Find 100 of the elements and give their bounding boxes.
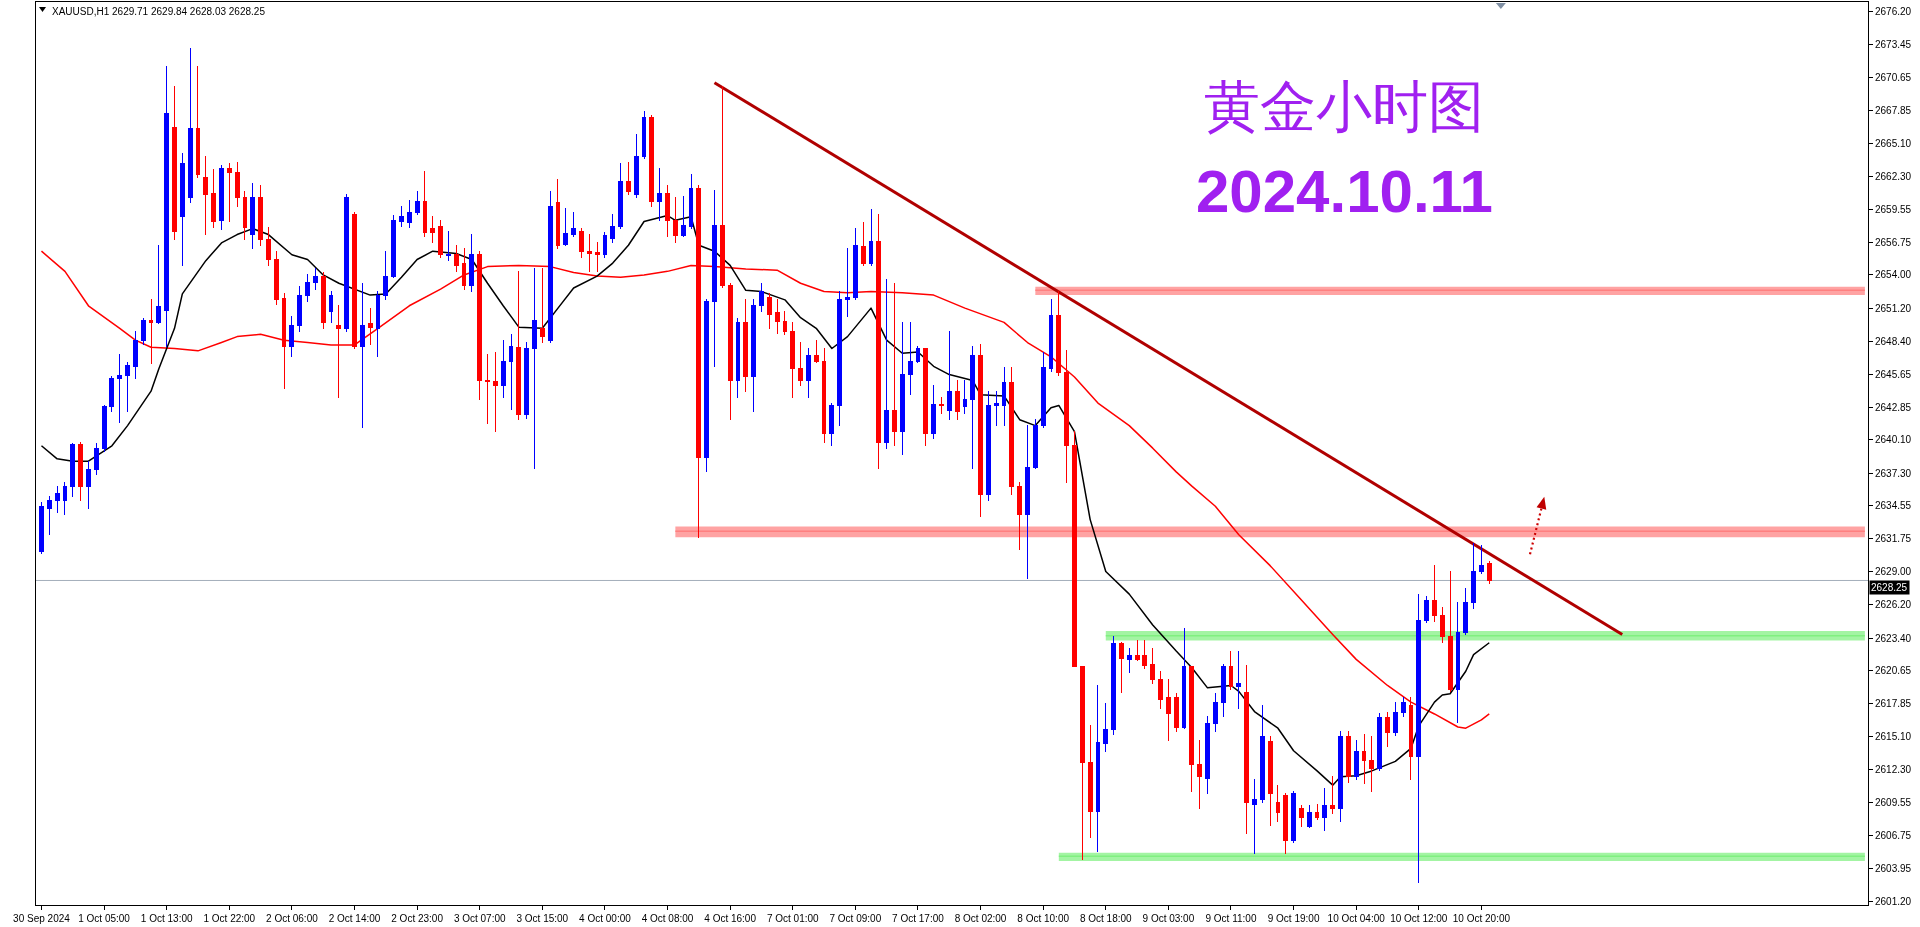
- candlestick: [438, 219, 444, 258]
- candlestick: [336, 305, 342, 398]
- candlestick: [665, 185, 670, 238]
- candlestick: [1447, 571, 1453, 692]
- candlestick: [892, 282, 897, 447]
- candlestick: [453, 244, 459, 272]
- candlestick: [915, 345, 921, 364]
- candlestick: [899, 321, 905, 455]
- candlestick: [469, 234, 475, 293]
- candlestick: [117, 353, 123, 423]
- candlestick: [211, 168, 217, 228]
- candlestick: [1197, 739, 1203, 810]
- candlestick: [751, 299, 757, 412]
- candlestick: [203, 155, 209, 236]
- candlestick: [1087, 725, 1093, 838]
- candlestick: [1259, 705, 1265, 804]
- y-tick-label: 2656.75: [1875, 236, 1912, 248]
- candlestick: [1189, 665, 1195, 792]
- x-tick-label: 30 Sep 2024: [13, 913, 71, 924]
- candlestick: [1306, 804, 1312, 829]
- candlestick: [1275, 784, 1281, 823]
- candlestick: [1252, 778, 1257, 855]
- candlestick: [1455, 601, 1461, 723]
- candlestick: [375, 291, 381, 358]
- candlestick: [250, 183, 256, 250]
- candlestick: [297, 286, 303, 333]
- y-tick-label: 2645.65: [1875, 368, 1912, 380]
- candlestick: [1424, 595, 1430, 624]
- y-tick-label: 2612.30: [1875, 764, 1912, 776]
- candlestick: [500, 339, 506, 398]
- candlestick: [391, 215, 397, 278]
- candlestick: [86, 460, 91, 510]
- candlestick: [657, 167, 663, 221]
- candlestick: [242, 191, 248, 240]
- x-tick-label: 3 Oct 07:00: [453, 913, 507, 924]
- x-tick-label: 10 Oct 12:00: [1390, 913, 1448, 924]
- candlestick: [234, 161, 240, 207]
- candlestick: [1056, 291, 1062, 377]
- candlestick: [907, 321, 913, 396]
- candlestick: [1103, 702, 1109, 753]
- candlestick: [1322, 788, 1328, 831]
- y-tick-label: 2654.00: [1875, 269, 1912, 281]
- y-tick-label: 2609.55: [1875, 796, 1912, 808]
- candlestick: [954, 380, 960, 421]
- y-tick-label: 2623.40: [1875, 632, 1912, 644]
- candlestick: [62, 482, 68, 516]
- candlestick: [1299, 804, 1304, 828]
- candlestick: [1142, 639, 1148, 670]
- candlestick: [1205, 715, 1210, 794]
- candlestick: [704, 299, 710, 473]
- x-tick-label: 9 Oct 03:00: [1142, 913, 1195, 924]
- candlestick: [743, 299, 749, 392]
- x-tick-label: 2 Oct 14:00: [328, 913, 381, 924]
- candlestick: [939, 396, 944, 415]
- y-tick-label: 2626.20: [1875, 599, 1912, 611]
- candlestick: [1134, 639, 1140, 662]
- candlestick: [1283, 792, 1289, 855]
- candlestick: [712, 190, 717, 367]
- candlestick: [1463, 587, 1469, 635]
- candlestick: [821, 347, 827, 443]
- candlestick: [273, 250, 279, 306]
- candlestick: [1072, 431, 1077, 667]
- candlestick: [860, 222, 866, 266]
- candlestick: [1361, 733, 1367, 785]
- candlestick: [132, 331, 138, 379]
- candlestick: [172, 85, 177, 240]
- candlestick: [1119, 642, 1124, 694]
- x-tick-label: 9 Oct 19:00: [1267, 913, 1320, 924]
- candlestick: [109, 376, 115, 412]
- y-tick-label: 2601.20: [1875, 895, 1912, 907]
- x-tick-label: 1 Oct 05:00: [78, 913, 131, 924]
- candlestick: [125, 362, 130, 412]
- candlestick: [54, 485, 60, 513]
- candlestick: [571, 211, 577, 238]
- candlestick: [790, 321, 796, 398]
- candlestick: [1377, 713, 1383, 772]
- candlestick: [1025, 425, 1030, 580]
- candlestick: [524, 342, 530, 419]
- candlestick: [93, 442, 99, 475]
- x-tick-label: 1 Oct 22:00: [203, 913, 256, 924]
- candlestick: [1236, 650, 1242, 709]
- candlestick: [688, 173, 694, 230]
- candlestick: [46, 496, 52, 536]
- annotation: XAUUSD,H1 2629.71 2629.84 2628.03 2628.25: [52, 6, 266, 17]
- candlestick: [492, 351, 498, 433]
- candlestick: [508, 333, 514, 410]
- candlestick: [328, 291, 334, 323]
- candlestick: [1400, 696, 1406, 717]
- candlestick: [164, 65, 170, 347]
- candlestick: [532, 268, 537, 469]
- y-tick-label: 2673.45: [1875, 38, 1912, 50]
- candlestick: [539, 268, 545, 344]
- candlestick: [837, 291, 843, 427]
- candlestick: [1385, 712, 1390, 747]
- x-tick-label: 2 Oct 06:00: [266, 913, 319, 924]
- x-tick-label: 4 Oct 00:00: [579, 913, 632, 924]
- candlestick: [1040, 351, 1046, 429]
- x-tick-label: 9 Oct 11:00: [1205, 913, 1257, 924]
- candlestick: [1267, 736, 1273, 826]
- candlestick: [1079, 665, 1085, 861]
